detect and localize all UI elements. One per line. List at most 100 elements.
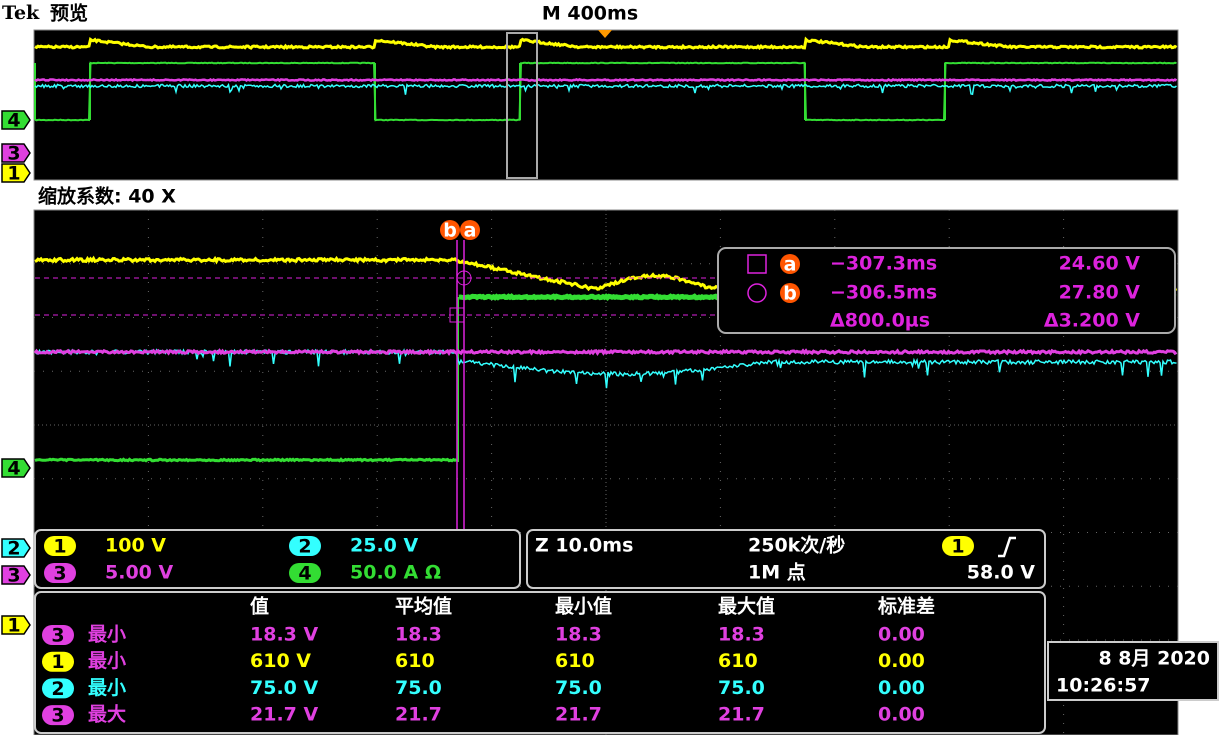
zoom-timebase: Z 10.0ms	[535, 535, 633, 557]
channel-marker	[1, 163, 31, 183]
cursor-value: 27.80 V	[1059, 282, 1141, 304]
channel-badge	[42, 651, 74, 672]
channel-marker-label: 1	[7, 615, 20, 637]
main-trace-4	[34, 457, 458, 463]
channel-badge	[44, 536, 76, 556]
channel-badge-label: 1	[51, 651, 64, 673]
acquisition-box	[526, 529, 1046, 589]
channel-badge	[42, 625, 74, 645]
channel-badge	[942, 536, 974, 556]
measurement-cell: 18.3	[718, 624, 765, 646]
measurement-cell: 0.00	[878, 704, 925, 726]
measurement-cell: 18.3	[395, 624, 442, 646]
cursor-badge-label: a	[784, 254, 797, 276]
channel-marker-label: 4	[7, 110, 20, 132]
measurement-header: 最大值	[718, 595, 775, 618]
measurement-cell: 21.7	[395, 704, 442, 726]
trigger-position-marker	[598, 30, 612, 38]
mode-label: 预览	[50, 2, 88, 25]
main-trace-3	[33, 348, 1178, 356]
channel-badge-label: 4	[298, 563, 311, 585]
cursor-b-point	[449, 307, 465, 323]
channel-badge	[42, 705, 74, 726]
channel-marker-label: 2	[7, 538, 20, 560]
channel-scale: 100 V	[105, 535, 166, 557]
channel-badge-label: 3	[53, 563, 66, 585]
brand: Tek	[2, 2, 40, 24]
cursor-badge-label: a	[464, 220, 477, 242]
record-length: 1M 点	[748, 562, 806, 584]
cursor-badge	[780, 283, 800, 303]
channel-marker	[1, 565, 31, 585]
channel-scale: 50.0 A Ω	[350, 562, 441, 584]
measurement-stat: 最小	[88, 624, 126, 646]
cursor-symbol	[747, 254, 767, 274]
measurement-cell: 21.7	[555, 704, 602, 726]
measurement-cell: 18.3 V	[250, 624, 318, 646]
channel-marker-label: 3	[7, 565, 20, 587]
overview-trace-3	[34, 77, 1178, 83]
cursor-badge	[780, 254, 800, 274]
measurement-box	[34, 591, 1046, 734]
channel-marker	[1, 458, 31, 478]
cursor-time: −307.3ms	[830, 253, 937, 275]
channel-badge-label: 1	[951, 536, 964, 558]
channel-badge	[42, 678, 74, 699]
cursor-badge-label: b	[443, 220, 457, 242]
channel-badge-label: 2	[298, 536, 311, 558]
measurement-cell: 610 V	[250, 650, 311, 672]
measurement-cell: 610	[718, 650, 758, 672]
measurement-cell: 75.0	[718, 677, 765, 699]
sample-rate: 250k次/秒	[748, 534, 845, 557]
channel-marker	[1, 143, 31, 163]
measurement-stat: 最大	[88, 703, 126, 726]
measurement-cell: 610	[555, 650, 595, 672]
cursor-badge	[440, 220, 460, 240]
measurement-cell: 0.00	[878, 624, 925, 646]
measurement-header: 标准差	[878, 595, 935, 618]
cursor-time: −306.5ms	[830, 282, 937, 304]
channel-settings-box	[34, 529, 521, 589]
cursor-symbol	[747, 283, 767, 303]
channel-badge	[289, 563, 321, 583]
measurement-stat: 最小	[88, 650, 126, 672]
measurement-cell: 75.0 V	[250, 677, 318, 699]
timebase: M 400ms	[542, 3, 638, 25]
cursor-readout-box	[717, 247, 1176, 334]
channel-badge-label: 1	[53, 536, 66, 558]
cursor-delta-time: Δ800.0µs	[830, 310, 930, 332]
channel-badge	[289, 536, 321, 556]
overview-trace-2	[34, 82, 1177, 96]
channel-scale: 25.0 V	[350, 535, 418, 557]
date: 8 8月 2020	[1098, 648, 1210, 670]
channel-badge	[44, 563, 76, 583]
overview-trace-4	[34, 61, 1177, 122]
measurement-header: 平均值	[395, 595, 452, 618]
zoom-factor: 缩放系数: 40 X	[38, 185, 176, 208]
channel-marker-label: 1	[7, 163, 20, 185]
trigger-level: 58.0 V	[967, 562, 1035, 584]
trigger-slope	[998, 536, 1016, 558]
channel-marker	[1, 615, 31, 635]
measurement-cell: 610	[395, 650, 435, 672]
measurement-header: 最小值	[555, 595, 612, 618]
channel-marker	[1, 110, 31, 130]
zoom-window	[506, 32, 538, 179]
overview-panel	[33, 29, 1179, 181]
cursor-a-point	[456, 270, 472, 286]
cursor-value: 24.60 V	[1059, 253, 1141, 275]
measurement-cell: 21.7 V	[250, 704, 318, 726]
measurement-cell: 18.3	[555, 624, 602, 646]
cursor-delta-value: Δ3.200 V	[1044, 310, 1140, 332]
cursor-badge	[460, 220, 480, 240]
channel-badge-label: 3	[51, 705, 64, 727]
measurement-cell: 75.0	[555, 677, 602, 699]
measurement-cell: 0.00	[878, 650, 925, 672]
channel-badge-label: 2	[51, 678, 64, 700]
cursor-badge-label: b	[783, 283, 797, 305]
datetime-box	[1047, 641, 1219, 701]
measurement-stat: 最小	[88, 677, 126, 699]
measurement-cell: 75.0	[395, 677, 442, 699]
